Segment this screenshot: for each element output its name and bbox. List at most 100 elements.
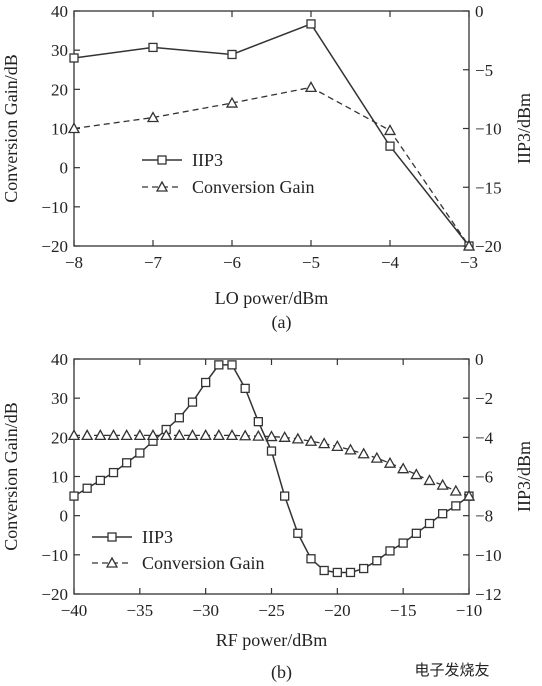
conversion-gain-point-b — [212, 429, 225, 441]
legend-entry-iip3-b: IIP3 — [92, 527, 173, 547]
x-tick-label-a: −3 — [460, 253, 478, 272]
conversion-gain-point-b — [173, 429, 186, 441]
conversion-gain-point-b — [146, 429, 160, 441]
x-tick-label-b: −20 — [324, 601, 351, 620]
iip3-point-b — [69, 491, 79, 501]
iip3-point-b — [451, 501, 461, 511]
iip3-point-b — [319, 565, 329, 576]
iip3-line-a — [73, 23, 470, 247]
y-right-axis-label-b: IIP3/dBm — [514, 441, 534, 512]
series-iip3-a — [69, 19, 474, 251]
x-tick-label-a: −4 — [381, 253, 400, 272]
iip3-point-b — [253, 417, 263, 427]
y-right-tick-label-b: 0 — [475, 350, 484, 369]
y-left-tick-label-b: 30 — [51, 389, 68, 408]
conversion-gain-point-b — [449, 484, 462, 496]
y-right-axis-label-a: IIP3/dBm — [514, 93, 534, 164]
iip3-point-a — [148, 42, 158, 53]
y-right-tick-label-b: −4 — [475, 428, 494, 447]
legend-marker-b — [107, 532, 117, 542]
panel-a-chart: −8 −7 −6 −5 −4 −3−20−10010203040−20−15−10−50L… — [1, 2, 534, 333]
iip3-point-b — [108, 467, 119, 478]
iip3-point-b — [95, 475, 105, 486]
y-left-tick-label-b: −10 — [41, 546, 68, 565]
conversion-gain-point-b — [225, 429, 239, 441]
y-left-tick-label-a: −20 — [41, 237, 68, 256]
conversion-gain-point-b — [370, 451, 383, 463]
iip3-point-b — [214, 360, 224, 370]
conversion-gain-point-b — [344, 443, 357, 455]
y-right-tick-label-b: −2 — [475, 389, 493, 408]
iip3-point-b — [424, 518, 435, 529]
conversion-gain-point-a — [225, 96, 239, 108]
y-left-tick-label-b: −20 — [41, 585, 68, 604]
y-right-tick-label-a: −5 — [475, 61, 493, 80]
iip3-point-b — [438, 509, 448, 519]
y-left-tick-label-a: −10 — [41, 198, 68, 217]
y-left-tick-label-a: 10 — [51, 120, 68, 139]
conversion-gain-point-a — [383, 124, 397, 136]
conversion-gain-point-b — [383, 456, 397, 468]
conversion-gain-point-b — [423, 474, 436, 486]
x-tick-label-b: −35 — [127, 601, 154, 620]
conversion-gain-line-a — [73, 86, 470, 247]
plot-frame-b — [73, 358, 470, 595]
conversion-gain-point-b — [304, 434, 318, 446]
conversion-gain-point-b — [186, 429, 199, 441]
series-conversion-gain-b — [67, 429, 476, 501]
conversion-gain-point-b — [410, 468, 423, 480]
iip3-point-b — [227, 360, 237, 370]
conversion-gain-point-b — [331, 440, 344, 451]
legend-marker-b — [105, 556, 119, 568]
x-tick-label-a: −8 — [65, 253, 83, 272]
conversion-gain-point-b — [397, 462, 410, 474]
x-tick-label-b: −25 — [258, 601, 285, 620]
x-tick-label-b: −15 — [390, 601, 417, 620]
conversion-gain-point-a — [304, 81, 318, 93]
legend-label-b: Conversion Gain — [142, 553, 264, 573]
legend-label-b: IIP3 — [142, 527, 173, 547]
y-left-tick-label-a: 40 — [51, 2, 68, 21]
iip3-point-b — [187, 397, 198, 407]
iip3-point-b — [82, 483, 92, 493]
iip3-point-b — [306, 554, 316, 564]
conversion-gain-point-b — [133, 429, 146, 441]
legend-label-a: Conversion Gain — [192, 177, 314, 197]
conversion-gain-point-b — [81, 429, 94, 441]
iip3-point-b — [240, 383, 250, 394]
iip3-point-b — [345, 567, 356, 578]
y-right-tick-label-b: −12 — [475, 585, 502, 604]
iip3-point-b — [385, 546, 395, 556]
y-left-tick-label-a: 20 — [51, 80, 68, 99]
conversion-gain-point-b — [199, 429, 212, 441]
y-right-tick-label-b: −10 — [475, 546, 502, 565]
iip3-line-b — [73, 364, 470, 574]
y-left-tick-label-b: 0 — [60, 507, 69, 526]
iip3-point-b — [398, 538, 408, 548]
conversion-gain-point-a — [462, 239, 476, 251]
iip3-point-a — [227, 49, 237, 60]
y-right-tick-label-a: −20 — [475, 237, 502, 256]
x-tick-label-a: −7 — [144, 253, 163, 272]
conversion-gain-point-b — [436, 478, 449, 490]
y-right-tick-label-b: −8 — [475, 507, 493, 526]
conversion-gain-point-b — [67, 429, 81, 441]
legend-entry-conversion-gain-a: Conversion Gain — [142, 177, 314, 197]
iip3-point-b — [174, 413, 184, 423]
conversion-gain-point-b — [265, 430, 278, 442]
conversion-gain-point-a — [67, 122, 81, 134]
x-tick-label-a: −6 — [223, 253, 241, 272]
y-left-axis-label-a: Conversion Gain/dB — [1, 54, 21, 203]
iip3-point-b — [411, 528, 421, 538]
conversion-gain-point-b — [107, 429, 120, 441]
x-axis-label-b: RF power/dBm — [216, 630, 328, 650]
x-tick-label-b: −10 — [456, 601, 483, 620]
conversion-gain-point-b — [94, 429, 107, 441]
iip3-point-b — [122, 458, 132, 468]
iip3-point-b — [359, 563, 369, 574]
panel-label-b: (b) — [271, 662, 292, 683]
iip3-point-b — [135, 448, 145, 458]
iip3-point-a — [69, 53, 79, 63]
watermark: 电子发烧友 — [414, 662, 489, 679]
